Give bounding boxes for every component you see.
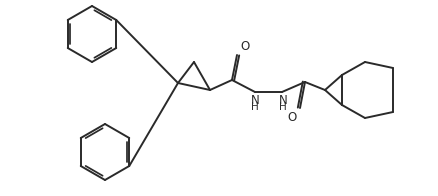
- Text: O: O: [240, 40, 249, 53]
- Text: O: O: [287, 111, 297, 124]
- Text: N: N: [278, 94, 287, 107]
- Text: N: N: [250, 94, 259, 107]
- Text: H: H: [279, 102, 286, 112]
- Text: H: H: [251, 102, 258, 112]
